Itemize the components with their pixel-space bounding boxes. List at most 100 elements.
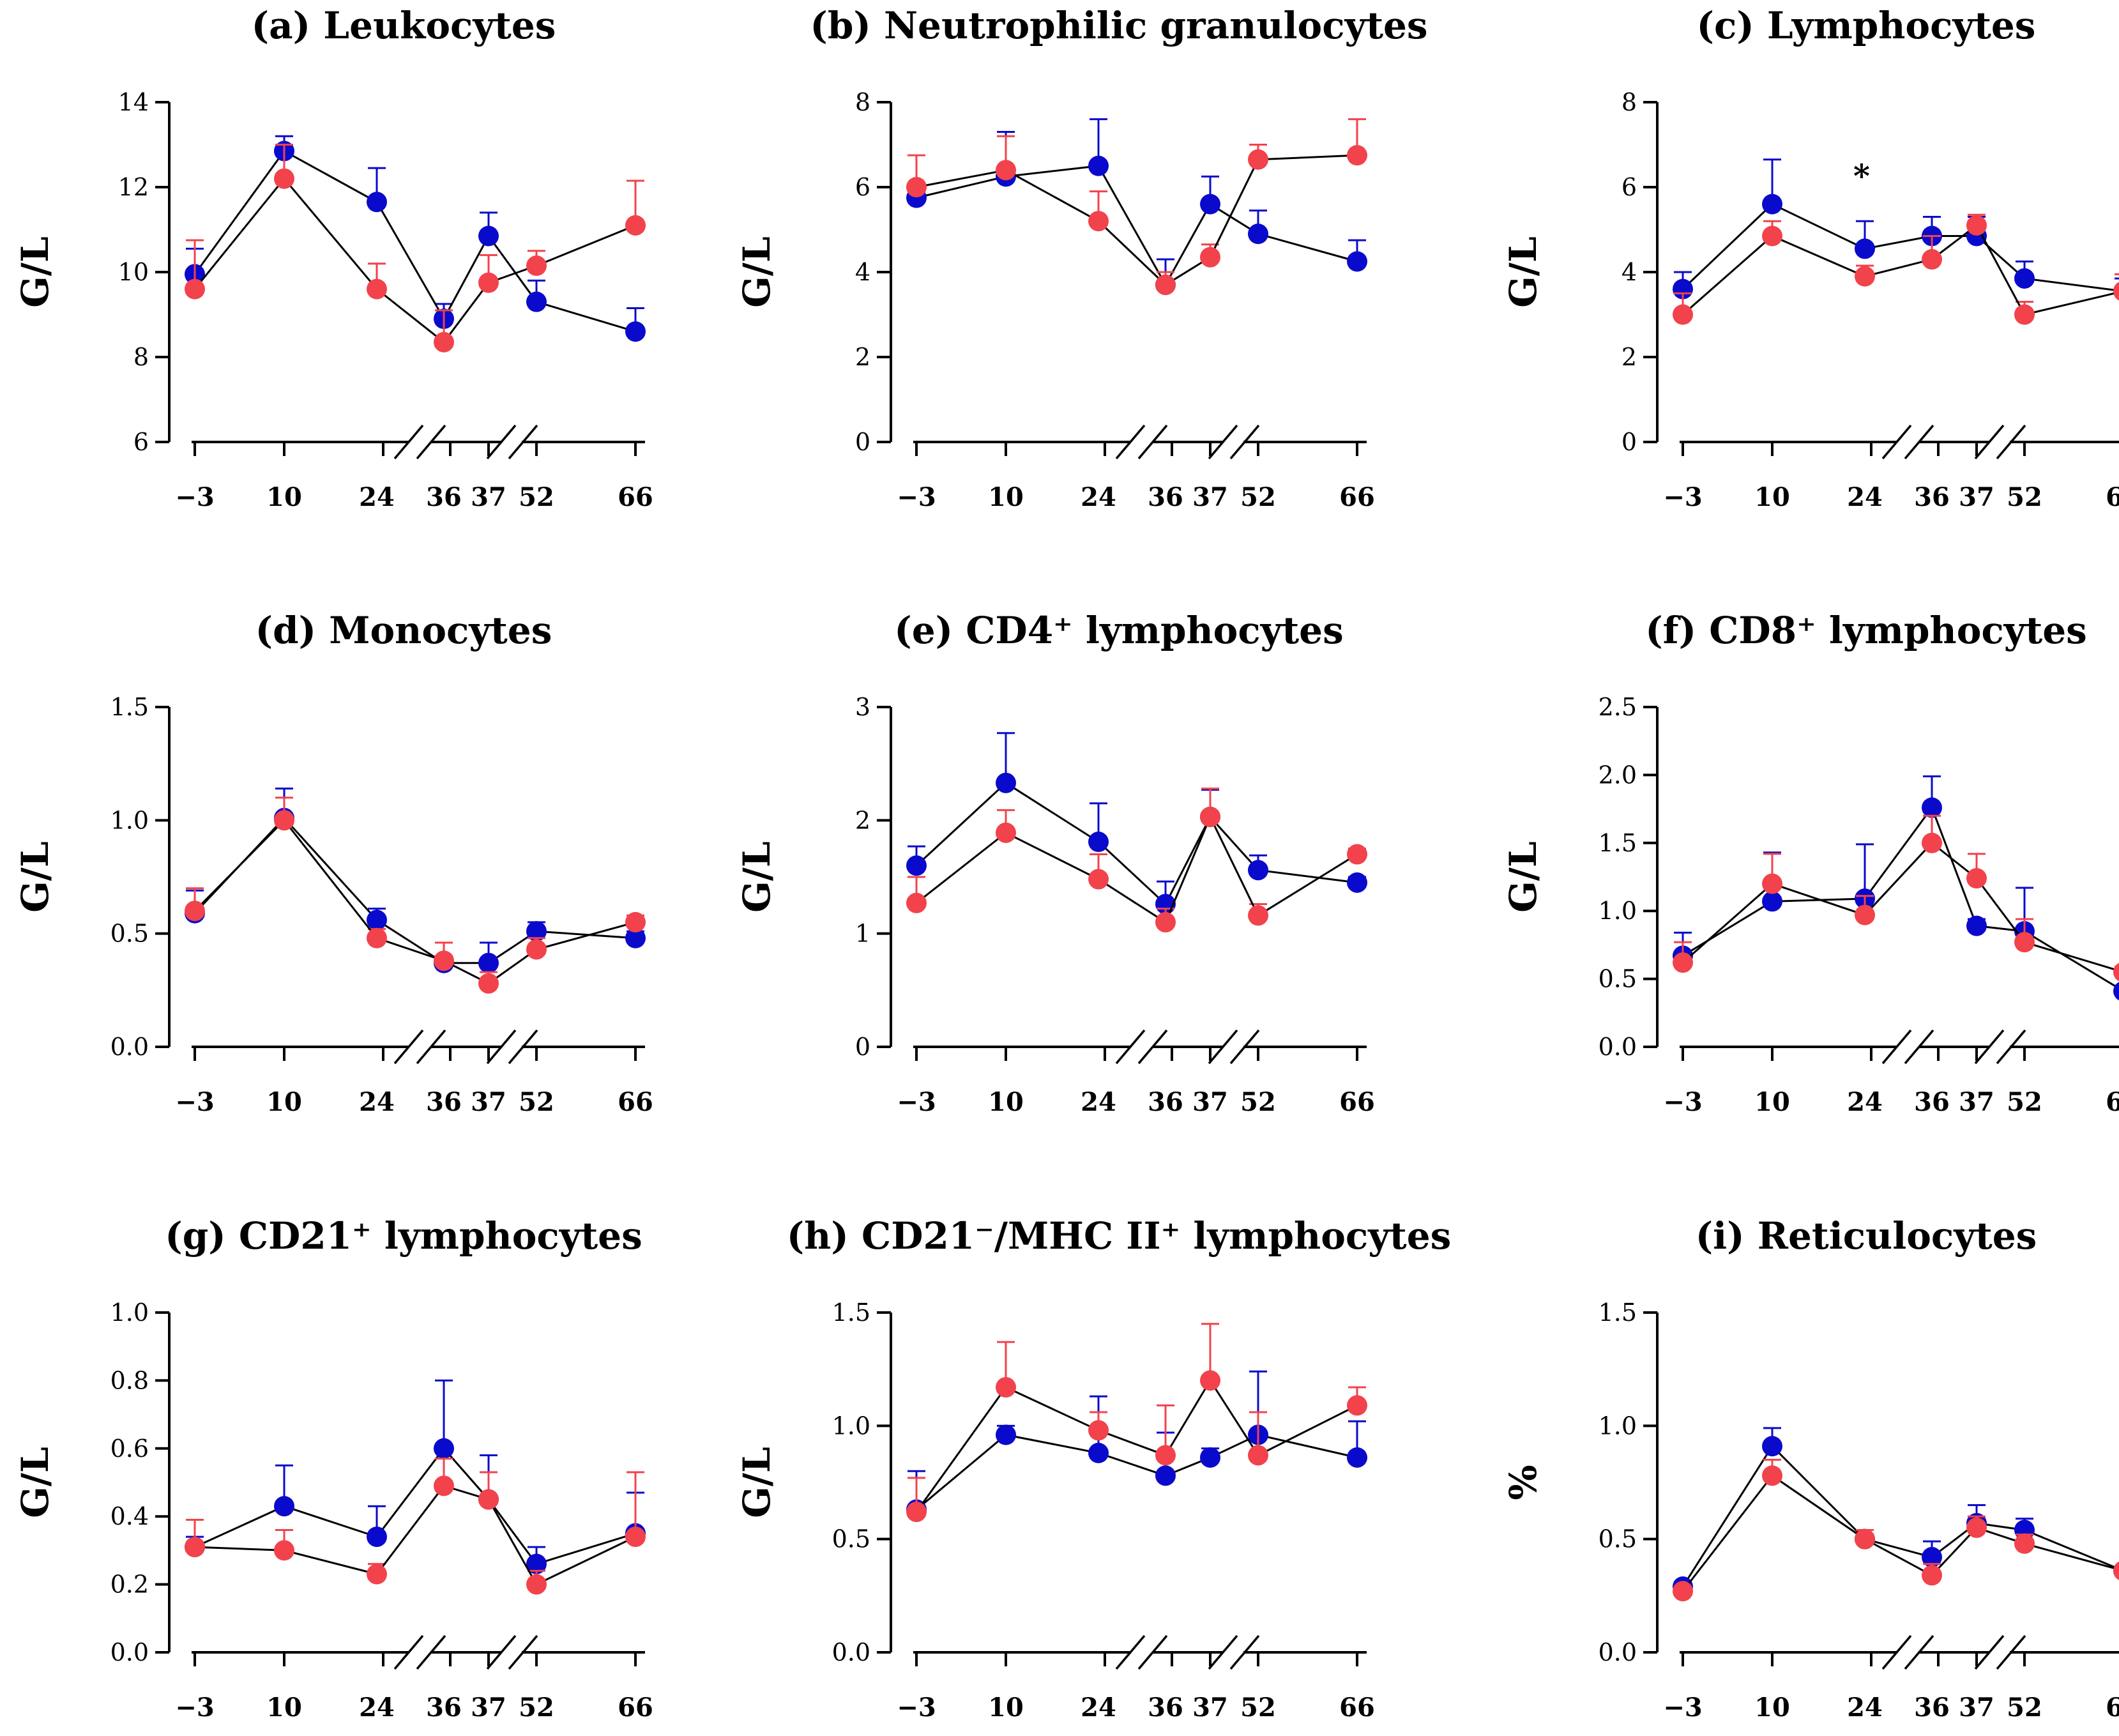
series-line [916,814,1358,924]
data-point [1762,1465,1782,1486]
data-point [185,1537,205,1558]
data-point [1922,1565,1942,1586]
data-point [1966,915,1987,936]
data-point [367,278,387,300]
axis-break-mark [416,1029,446,1065]
x-tick-label: 52 [519,482,554,512]
x-tick-label: 66 [1339,482,1375,512]
data-point [996,1377,1016,1398]
data-point [996,822,1016,843]
y-tick-label: 2 [855,343,870,371]
y-axis-label: G/L [735,1447,778,1518]
panel-title: (e) CD4⁺ lymphocytes [894,609,1343,652]
data-point [1922,832,1942,853]
axis-break-mark [1904,424,1934,460]
x-tick-label: 10 [266,482,302,512]
y-tick-label: 10 [118,258,149,286]
significance-marker: * [1853,157,1870,195]
data-point [1088,869,1109,890]
x-tick-label: 36 [1148,1693,1183,1723]
data-point [1762,1436,1782,1457]
x-tick-label: 10 [266,1087,302,1117]
x-tick-label: 52 [2007,1693,2042,1723]
data-point [625,321,646,342]
x-tick-label: 24 [359,1693,395,1723]
y-tick-label: 1.0 [1599,1412,1637,1440]
axis-break-mark [1137,1634,1168,1670]
y-tick-label: 8 [1622,88,1637,116]
axis-break-mark [508,1029,538,1065]
data-point [1347,1395,1367,1416]
panel-title: (h) CD21⁻/MHC II⁺ lymphocytes [787,1214,1452,1258]
data-point [625,215,646,236]
data-point [367,910,387,931]
x-tick-label: 36 [426,482,462,512]
data-point [1673,1581,1693,1602]
axis-break-mark [1904,1029,1934,1065]
axis-break-mark [1115,1634,1146,1670]
y-tick-label: 0.4 [110,1502,149,1530]
axis-break-mark [1208,1029,1238,1065]
data-point [1922,1547,1942,1568]
axis-break-mark [486,1634,517,1670]
y-tick-label: 1.0 [832,1412,870,1440]
y-tick-label: 1.5 [832,1298,870,1327]
x-tick-label: 10 [988,482,1024,512]
x-tick-label: 37 [471,482,506,512]
y-tick-label: 0.5 [832,1525,870,1553]
data-point [1762,194,1782,215]
series-blue [185,1379,646,1574]
x-tick-label: −3 [897,1693,936,1723]
series-line [915,1378,1358,1512]
data-point [906,177,927,197]
axis-break-mark [393,424,424,460]
panel-d: (d) Monocytes G/L 0.0 0.5 1.0 1.5 −3 10 24 36 37 52… [13,609,653,1117]
series-red [185,1458,646,1595]
axis-break-mark [1137,424,1168,460]
x-tick-label: 66 [2106,482,2119,512]
data-point [526,255,547,277]
y-tick-label: 2.0 [1599,761,1637,789]
data-point [1248,224,1268,245]
data-point [2014,1533,2035,1554]
x-tick-label: 24 [1081,1087,1116,1117]
data-point [1155,911,1176,933]
x-tick-label: 36 [1914,482,1950,512]
series-line [916,154,1358,286]
data-point [1155,274,1176,295]
x-tick-label: 37 [1959,482,1994,512]
axis-break-mark [1996,424,2026,460]
axis-break-mark [1115,1029,1146,1065]
x-tick-label: 24 [1847,482,1883,512]
x-tick-label: 66 [2106,1087,2119,1117]
series-blue [1673,775,2119,1001]
axis-break-mark [1974,1634,2005,1670]
y-tick-label: 0.0 [110,1638,149,1666]
series-blue [1673,1427,2119,1597]
data-point [434,950,454,971]
axis-break-mark [1881,1029,1912,1065]
x-tick-label: 36 [1914,1087,1950,1117]
x-tick-label: 24 [359,1087,395,1117]
y-tick-label: 0.0 [832,1638,870,1666]
data-point [1200,194,1220,215]
axis-break-mark [393,1029,424,1065]
y-tick-label: 0.5 [110,920,149,948]
axis-break-mark [508,424,538,460]
axis-break-mark [1208,424,1238,460]
data-point [367,192,387,213]
y-tick-label: 1.5 [1599,829,1637,857]
y-tick-label: 4 [855,258,870,286]
x-tick-label: 36 [1914,1693,1950,1723]
x-tick-label: 36 [1148,482,1183,512]
x-tick-label: 24 [1081,482,1116,512]
data-point [906,892,927,913]
x-tick-label: 52 [1240,1693,1276,1723]
x-tick-label: 66 [1339,1087,1375,1117]
data-point [1200,807,1220,828]
series-blue [906,1370,1367,1520]
axis-break-mark [1208,1634,1238,1670]
x-tick-label: 24 [1847,1087,1883,1117]
data-point [1200,247,1220,268]
x-tick-label: 10 [988,1693,1024,1723]
